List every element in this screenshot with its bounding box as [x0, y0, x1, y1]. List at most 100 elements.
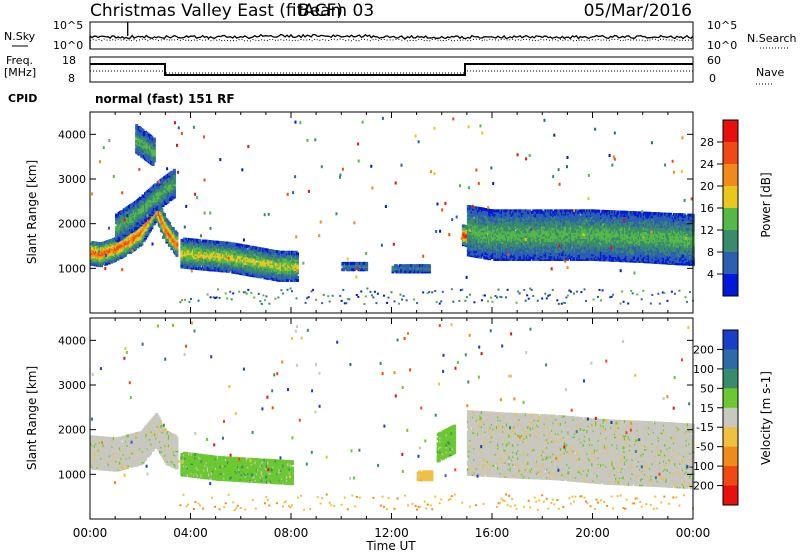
range-gate-cell: [259, 252, 263, 256]
range-gate-cell: [175, 249, 179, 253]
range-gate-cell: [128, 235, 132, 239]
range-gate-cell: [201, 252, 205, 255]
range-gate-cell: [111, 255, 115, 259]
power-cells: [90, 116, 695, 305]
station-title: Christmas Valley East (fitACF): [90, 1, 343, 21]
range-gate-cell: [149, 228, 152, 232]
nave-label: Nave: [756, 66, 784, 79]
range-gate-cell: [198, 239, 201, 243]
nsky-tick-bottom: 10^0: [53, 39, 83, 52]
range-gate-cell: [219, 261, 223, 265]
range-gate-cell: [175, 246, 179, 250]
range-gate-cell: [169, 225, 173, 229]
range-gate-cell: [289, 274, 293, 278]
range-gate-cell: [200, 261, 204, 265]
range-gate-cell: [296, 258, 299, 262]
range-gate-cell: [296, 257, 299, 260]
range-gate-cell: [116, 248, 120, 252]
range-gate-cell: [154, 218, 158, 222]
nsky-label: N.Sky: [4, 30, 36, 43]
range-gate-cell: [279, 269, 283, 273]
range-gate-cell: [174, 230, 178, 234]
range-gate-cell: [263, 268, 267, 272]
range-gate-cell: [228, 241, 232, 245]
range-gate-cell: [183, 256, 186, 260]
range-gate-cell: [183, 261, 186, 265]
range-gate-cell: [91, 263, 95, 266]
range-gate-cell: [105, 262, 109, 266]
range-gate-cell: [93, 258, 97, 262]
range-gate-cell: [117, 246, 121, 250]
range-gate-cell: [287, 269, 291, 273]
range-gate-cell: [152, 137, 156, 141]
range-gate-cell: [175, 241, 179, 245]
beam-label: Beam 03: [298, 1, 374, 21]
range-gate-cell: [93, 243, 97, 246]
range-gate-cell: [167, 223, 171, 227]
range-gate-cell: [283, 257, 287, 260]
range-gate-cell: [270, 268, 274, 272]
range-gate-cell: [198, 265, 201, 269]
range-gate-cell: [196, 249, 200, 253]
range-gate-cell: [284, 266, 288, 270]
freq-tick-bottom: 8: [68, 72, 75, 85]
range-gate-cell: [171, 230, 175, 234]
range-gate-cell: [107, 261, 111, 265]
range-gate-cell: [282, 261, 286, 265]
range-gate-cell: [230, 264, 234, 268]
range-gate-cell: [296, 278, 299, 282]
range-gate-cell: [220, 258, 224, 262]
range-gate-cell: [171, 227, 175, 230]
range-gate-cell: [296, 275, 299, 279]
nave-tick-top: 60: [707, 54, 721, 67]
range-gate-cell: [183, 237, 186, 241]
range-gate-cell: [93, 241, 97, 245]
range-gate-cell: [286, 275, 289, 279]
range-gate-cell: [165, 218, 169, 222]
range-gate-cell: [194, 248, 198, 252]
freq-label-2: [MHz]: [4, 66, 36, 79]
range-gate-cell: [225, 241, 229, 245]
freq-panel-frame: [89, 56, 694, 83]
range-gate-cell: [170, 247, 174, 251]
range-gate-cell: [141, 236, 145, 239]
range-gate-cell: [145, 228, 149, 232]
range-gate-cell: [117, 244, 121, 248]
range-gate-cell: [167, 221, 171, 225]
nsky-tick-top: 10^5: [53, 19, 83, 32]
range-gate-cell: [189, 253, 193, 257]
range-gate-cell: [175, 236, 179, 240]
range-gate-cell: [286, 278, 289, 282]
range-gate-cell: [175, 233, 179, 237]
range-gate-cell: [154, 220, 158, 224]
freq-label-1: Freq.: [6, 54, 33, 67]
range-gate-cell: [284, 261, 288, 265]
range-gate-cell: [282, 274, 286, 278]
range-gate-cell: [282, 277, 286, 281]
range-gate-cell: [136, 245, 140, 249]
range-gate-cell: [200, 262, 204, 266]
range-gate-cell: [172, 168, 176, 172]
range-gate-cell: [160, 209, 164, 212]
range-gate-cell: [296, 263, 299, 267]
range-gate-cell: [210, 240, 214, 244]
range-gate-cell: [113, 257, 117, 261]
range-gate-cell: [188, 238, 191, 242]
range-gate-cell: [93, 261, 97, 265]
sky-noise-trace: [89, 22, 694, 49]
range-gate-cell: [152, 222, 156, 226]
nsearch-tick-top: 10^5: [707, 19, 737, 32]
range-gate-cell: [146, 232, 150, 236]
range-gate-cell: [272, 273, 276, 277]
range-gate-cell: [235, 249, 239, 253]
range-gate-cell: [144, 236, 147, 240]
range-gate-cell: [120, 249, 124, 253]
range-gate-cell: [123, 253, 127, 257]
range-gate-cell: [203, 256, 207, 260]
range-gate-cell: [181, 264, 185, 268]
range-gate-cell: [296, 271, 299, 275]
range-gate-cell: [296, 252, 299, 256]
range-gate-cell: [190, 261, 194, 265]
date-label: 05/Mar/2016: [584, 1, 692, 21]
